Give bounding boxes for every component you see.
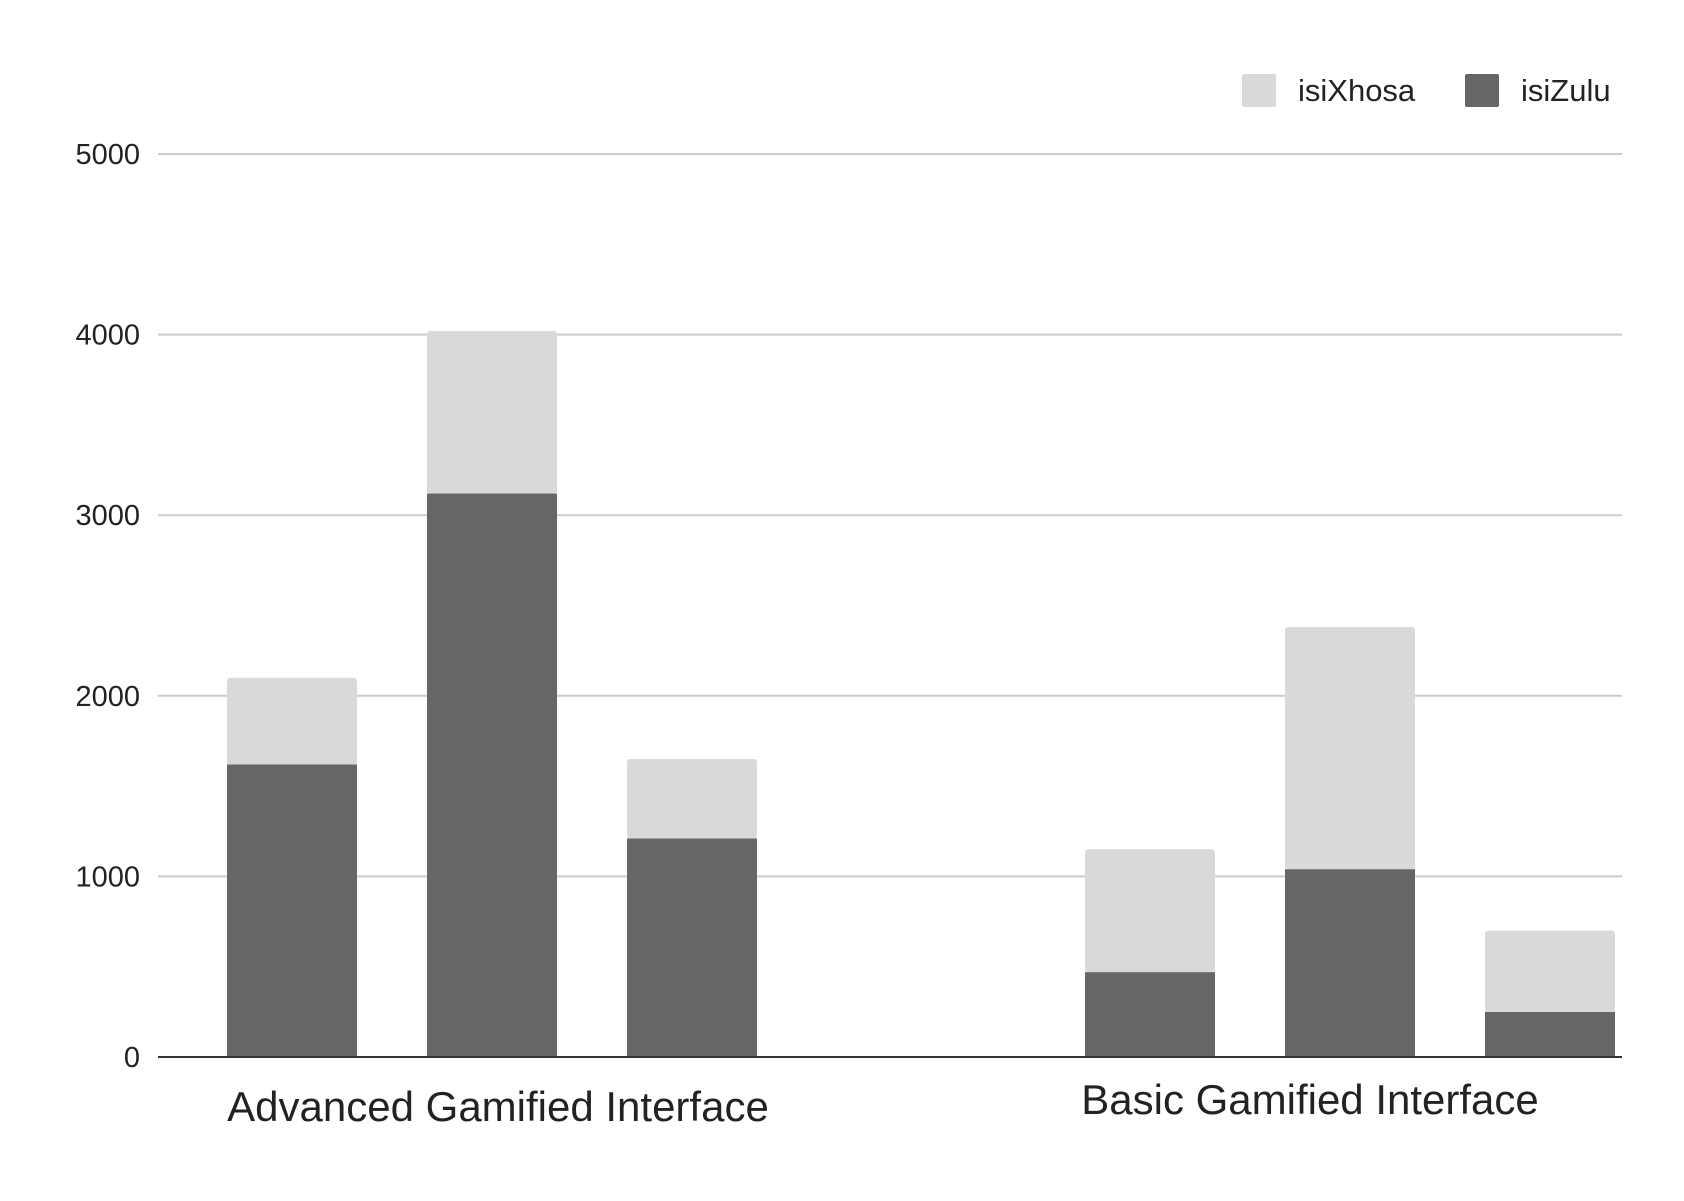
group-label: Advanced Gamified Interface xyxy=(227,1083,769,1130)
legend-label-isixhosa: isiXhosa xyxy=(1298,73,1416,108)
bar-segment-isizulu xyxy=(627,838,757,1057)
bar-segment-isizulu xyxy=(427,493,557,1057)
x-axis-group-labels: Advanced Gamified Interface Basic Gamifie… xyxy=(227,1076,1539,1130)
bar-segment-isizulu xyxy=(227,764,357,1057)
y-tick-label: 2000 xyxy=(75,681,140,713)
bar-segment-isizulu xyxy=(1085,972,1215,1057)
legend-label-isizulu: isiZulu xyxy=(1521,73,1611,108)
bar-segment-isixhosa xyxy=(1285,627,1415,870)
legend: isiXhosa isiZulu xyxy=(1242,73,1611,108)
group-label: Basic Gamified Interface xyxy=(1081,1076,1539,1123)
bar-segment-isixhosa xyxy=(1485,930,1615,1012)
y-tick-label: 4000 xyxy=(75,320,140,352)
bar-segment-isizulu xyxy=(1485,1011,1615,1057)
bars xyxy=(227,330,1615,1057)
y-tick-label: 5000 xyxy=(75,139,140,171)
bar-segment-isixhosa xyxy=(627,759,757,839)
bar-segment-isixhosa xyxy=(427,330,557,494)
y-axis-ticks: 0 1000 2000 3000 4000 5000 xyxy=(75,139,140,1074)
legend-swatch-isizulu xyxy=(1465,74,1499,107)
y-tick-label: 0 xyxy=(124,1042,140,1074)
bar-segment-isizulu xyxy=(1285,869,1415,1057)
bar-segment-isixhosa xyxy=(227,677,357,765)
y-tick-label: 3000 xyxy=(75,500,140,532)
bar-segment-isixhosa xyxy=(1085,849,1215,973)
legend-swatch-isixhosa xyxy=(1242,74,1276,107)
y-tick-label: 1000 xyxy=(75,861,140,893)
